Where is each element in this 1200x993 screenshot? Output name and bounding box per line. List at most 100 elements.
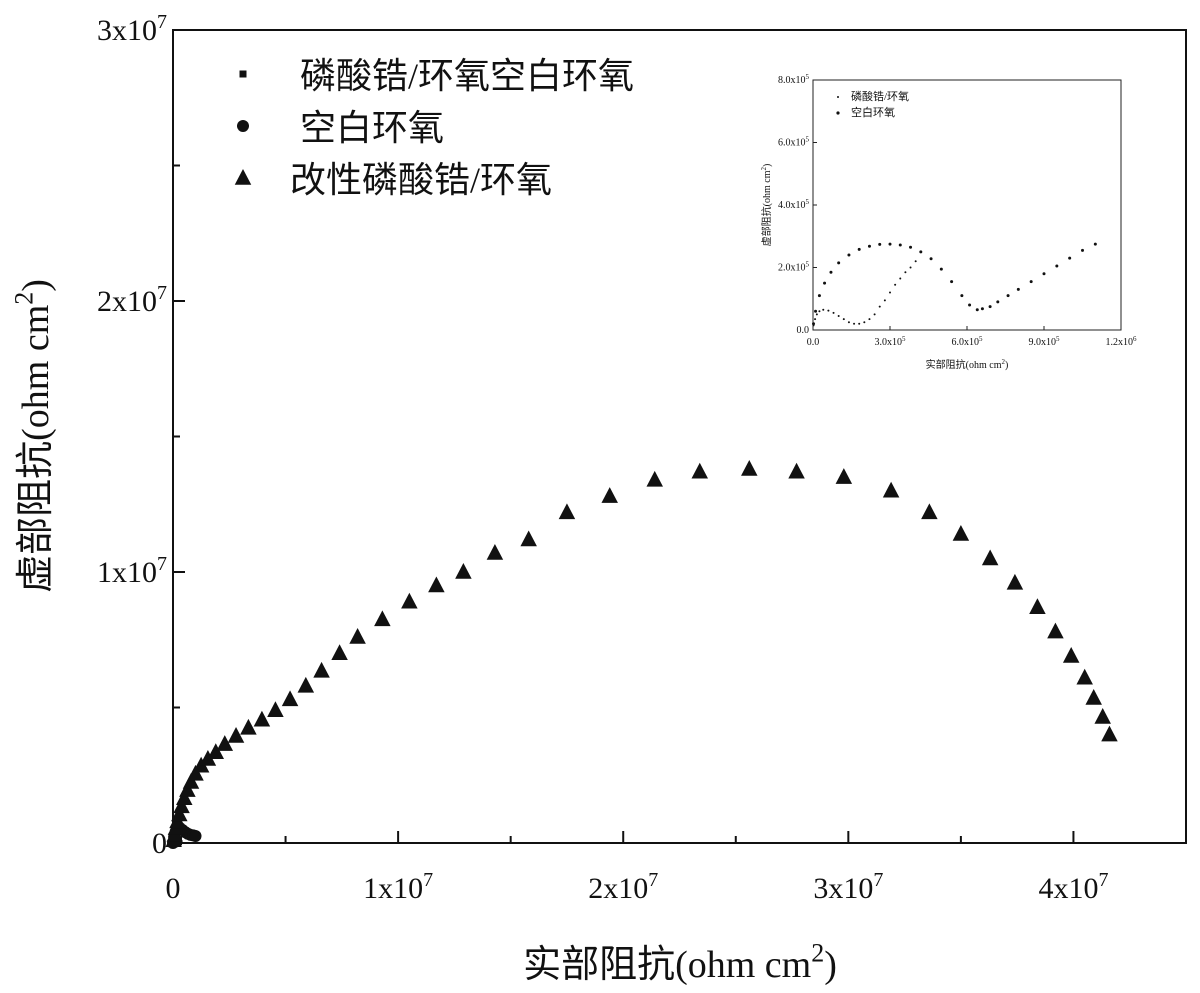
inset-data-point bbox=[863, 321, 866, 324]
y-tick-label: 0 bbox=[152, 827, 167, 860]
inset-data-point bbox=[909, 245, 913, 249]
inset-data-point bbox=[815, 313, 818, 316]
inset-legend-label: 空白环氧 bbox=[851, 105, 895, 119]
inset-legend-label: 磷酸锆/环氧 bbox=[851, 89, 909, 103]
inset-data-point bbox=[1081, 248, 1084, 252]
inset-data-point bbox=[904, 271, 907, 274]
data-point-triangle bbox=[297, 676, 315, 693]
inset-data-point bbox=[868, 318, 871, 321]
data-point-triangle bbox=[199, 749, 217, 766]
inset-data-point bbox=[867, 244, 871, 248]
y-tick-label: 2x107 bbox=[97, 282, 167, 318]
inset-legend-marker bbox=[836, 111, 840, 115]
data-point-triangle bbox=[428, 576, 445, 593]
inset-data-point bbox=[898, 243, 902, 247]
data-point-triangle bbox=[267, 701, 284, 717]
inset-data-point bbox=[1006, 294, 1010, 298]
data-point-triangle bbox=[331, 644, 348, 661]
inset-data-point bbox=[980, 307, 984, 311]
data-point-triangle bbox=[207, 743, 225, 759]
data-point-triangle bbox=[401, 592, 418, 609]
plot-frame bbox=[172, 29, 1187, 844]
inset-axis-ticks: 0.0 3.0x105 6.0x105 9.0x105 1.2x106 0.0 2.0x10… bbox=[778, 73, 1137, 348]
inset-data-point bbox=[988, 305, 992, 309]
data-point-triangle bbox=[921, 503, 938, 520]
inset-x-axis-label: 实部阻抗(ohm cm2) bbox=[926, 358, 1009, 371]
data-point-triangle bbox=[558, 503, 576, 520]
data-point-triangle bbox=[646, 470, 663, 487]
y-tick-label: 1x107 bbox=[97, 553, 167, 589]
legend-label: 空白环氧 bbox=[300, 108, 444, 148]
inset-data-point bbox=[889, 291, 891, 294]
inset-data-point bbox=[929, 257, 933, 261]
data-point-triangle bbox=[374, 610, 391, 627]
x-tick-label: 0 bbox=[166, 872, 181, 905]
inset-data-point bbox=[837, 261, 841, 265]
series-triangle bbox=[165, 460, 1118, 848]
data-point-triangle bbox=[349, 628, 366, 644]
x-tick-label: 3x107 bbox=[813, 869, 883, 905]
x-tick-label: 2x107 bbox=[588, 869, 658, 905]
legend-marker-square bbox=[239, 70, 247, 78]
inset-data-point bbox=[894, 283, 897, 286]
inset-data-point bbox=[1093, 242, 1097, 246]
main-series-layer bbox=[165, 460, 1118, 849]
data-point-triangle bbox=[455, 563, 472, 579]
inset-y-tick-label: 8.0x105 bbox=[778, 73, 810, 86]
inset-chart: 0.0 3.0x105 6.0x105 9.0x105 1.2x106 0.0 2.0x10… bbox=[760, 73, 1137, 371]
inset-x-tick-label: 0.0 bbox=[807, 337, 820, 348]
inset-data-point bbox=[818, 310, 821, 313]
data-point-triangle bbox=[1101, 725, 1118, 742]
inset-y-tick-label: 4.0x105 bbox=[778, 198, 810, 211]
inset-x-tick-label: 6.0x105 bbox=[952, 335, 984, 348]
data-point-triangle bbox=[952, 525, 970, 541]
inset-series-layer bbox=[812, 242, 1097, 327]
inset-y-tick-label: 6.0x105 bbox=[778, 135, 810, 148]
inset-data-point bbox=[814, 318, 817, 321]
inset-data-point bbox=[832, 311, 835, 314]
x-tick-label: 1x107 bbox=[363, 869, 433, 905]
y-tick-label: 3x107 bbox=[97, 11, 167, 47]
inset-data-point bbox=[996, 300, 1000, 304]
inset-data-point bbox=[873, 313, 876, 316]
legend-marker-triangle bbox=[234, 169, 252, 185]
inset-legend: 磷酸锆/环氧空白环氧 bbox=[836, 89, 909, 119]
inset-data-point bbox=[842, 318, 845, 321]
main-axis-ticks: 0 1x107 2x107 3x107 4x107 0 1x107 2x107 3x107 bbox=[97, 11, 1108, 905]
inset-x-tick-label: 1.2x106 bbox=[1106, 335, 1138, 348]
inset-data-point bbox=[822, 308, 825, 311]
inset-series-0 bbox=[812, 260, 917, 327]
data-point-circle bbox=[189, 829, 202, 842]
data-point-triangle bbox=[240, 718, 257, 735]
inset-data-point bbox=[1029, 280, 1033, 284]
data-point-triangle bbox=[1085, 689, 1102, 705]
data-point-triangle bbox=[313, 661, 330, 678]
data-point-triangle bbox=[691, 462, 709, 479]
inset-x-tick-label: 3.0x105 bbox=[875, 335, 907, 348]
data-point-triangle bbox=[253, 710, 271, 727]
inset-y-tick-label: 0.0 bbox=[797, 325, 810, 336]
inset-data-point bbox=[919, 250, 923, 254]
data-point-triangle bbox=[1076, 668, 1093, 685]
inset-data-point bbox=[1055, 264, 1059, 268]
data-point-triangle bbox=[1062, 647, 1080, 663]
y-axis-label: 虚部阻抗(ohm cm2) bbox=[9, 279, 57, 593]
inset-data-point bbox=[847, 253, 851, 257]
inset-data-point bbox=[857, 247, 861, 251]
data-point-triangle bbox=[788, 462, 805, 479]
inset-y-axis-label: 虚部阻抗(ohm cm2) bbox=[760, 164, 773, 247]
data-point-triangle bbox=[741, 460, 758, 476]
inset-data-point bbox=[814, 309, 818, 313]
data-point-triangle bbox=[281, 690, 299, 707]
legend-label: 改性磷酸锆/环氧 bbox=[290, 160, 552, 200]
data-point-triangle bbox=[1006, 573, 1024, 590]
data-point-triangle bbox=[176, 789, 193, 806]
inset-data-point bbox=[1016, 287, 1020, 291]
data-point-triangle bbox=[981, 549, 999, 566]
inset-data-point bbox=[878, 242, 882, 246]
inset-data-point bbox=[950, 280, 954, 284]
data-point-triangle bbox=[520, 530, 537, 547]
data-point-triangle bbox=[179, 781, 196, 797]
data-point-triangle bbox=[601, 487, 618, 503]
